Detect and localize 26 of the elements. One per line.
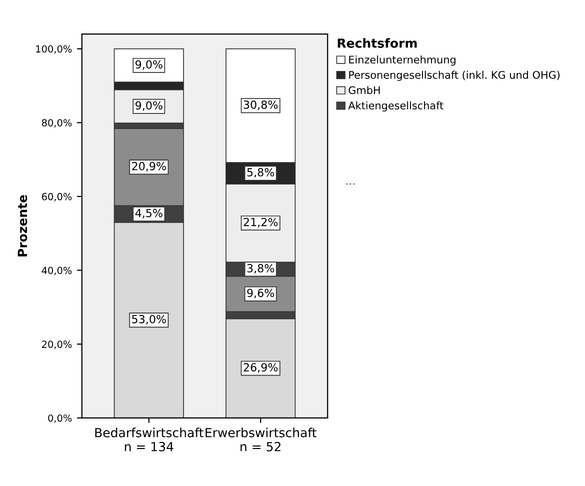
legend-label: Einzelunternehmung (349, 55, 456, 66)
data-label: 4,5% (135, 208, 162, 218)
y-tick-label: 20,0% (42, 340, 72, 349)
x-tick-label: Bedarfswirtschaft n = 134 (95, 428, 204, 452)
legend-title: Rechtsform (338, 38, 417, 48)
y-tick-label: 80,0% (42, 119, 72, 128)
data-label: 9,0% (135, 60, 162, 70)
data-label: 21,2% (244, 218, 278, 228)
y-tick-label: 0,0% (48, 414, 72, 423)
data-label: 20,9% (132, 162, 166, 172)
data-label: 26,9% (244, 363, 278, 373)
y-tick-label: 60,0% (42, 192, 72, 202)
x-tick-label: Erwerbswirtschaft n = 52 (206, 428, 316, 452)
y-tick-label: 40,0% (42, 266, 72, 276)
data-label: 30,8% (244, 100, 278, 110)
y-axis-title: Prozente (18, 195, 28, 256)
data-label: 9,0% (135, 101, 162, 111)
data-label: 5,8% (247, 168, 274, 178)
legend-label: Aktiengesellschaft (348, 101, 444, 112)
y-tick-label: 100,0% (36, 45, 72, 54)
legend-label: Personengesellschaft (inkl. KG und OHG) (349, 70, 560, 81)
data-label: 9,6% (247, 288, 274, 298)
data-label: 53,0% (132, 314, 166, 324)
text: ... (346, 183, 355, 185)
data-label: 3,8% (247, 264, 274, 274)
legend-label: GmbH (348, 86, 380, 94)
